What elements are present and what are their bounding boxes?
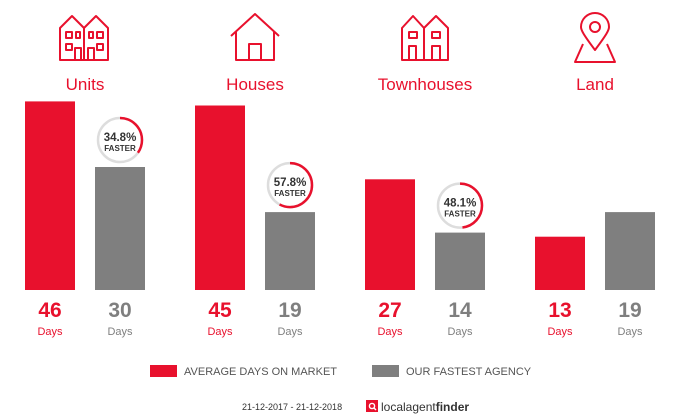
- value-label-land-average: 13: [548, 299, 571, 322]
- faster-badge-houses: 57.8%FASTER: [266, 161, 314, 209]
- bar-houses-fastest: [265, 212, 315, 290]
- bar-houses-average: [195, 105, 245, 290]
- unit-label-houses-average: Days: [207, 326, 233, 338]
- faster-badge-units: 34.8%FASTER: [96, 116, 144, 164]
- category-label-land: Land: [576, 75, 614, 94]
- brand-name: localagentfinder: [381, 400, 469, 414]
- faster-badge-bg-houses: [267, 162, 313, 209]
- brand-name-local: localagent: [381, 400, 436, 414]
- value-label-units-fastest: 30: [108, 299, 131, 322]
- legend: AVERAGE DAYS ON MARKET OUR FASTEST AGENC…: [150, 365, 532, 378]
- category-label-units: Units: [66, 75, 105, 94]
- faster-badge-percent-units: 34.8%: [104, 132, 137, 144]
- faster-badge-word-townhouses: FASTER: [444, 210, 476, 219]
- brand-logo-icon: [366, 400, 378, 412]
- value-label-houses-fastest: 19: [278, 299, 301, 322]
- faster-badge-word-houses: FASTER: [274, 189, 306, 198]
- bars-group: [25, 101, 655, 291]
- unit-label-houses-fastest: Days: [277, 326, 303, 338]
- category-label-townhouses: Townhouses: [378, 75, 473, 94]
- location-pin-icon: [574, 12, 616, 63]
- date-range: 21-12-2017 - 21-12-2018: [242, 402, 342, 412]
- legend-swatch-fastest: [372, 365, 399, 377]
- faster-badge-percent-townhouses: 48.1%: [444, 198, 477, 210]
- brand-logo: localagentfinder: [366, 400, 469, 414]
- value-label-townhouses-fastest: 14: [448, 299, 472, 322]
- faster-badge-bg-units: [97, 117, 143, 163]
- unit-label-land-average: Days: [547, 326, 573, 338]
- value-label-units-average: 46: [38, 299, 61, 322]
- bar-units-average: [25, 101, 75, 291]
- unit-label-townhouses-average: Days: [377, 326, 403, 338]
- faster-badge-arc-houses: [266, 161, 314, 209]
- legend-label-average: AVERAGE DAYS ON MARKET: [184, 366, 337, 378]
- value-label-townhouses-average: 27: [378, 299, 401, 322]
- bar-land-fastest: [605, 212, 655, 290]
- townhouses-icon: [401, 15, 449, 61]
- value-label-houses-average: 45: [208, 299, 232, 322]
- faster-badge-arc-townhouses: [436, 182, 484, 229]
- unit-label-units-fastest: Days: [107, 326, 133, 338]
- faster-badge-percent-houses: 57.8%: [274, 177, 307, 189]
- bar-townhouses-fastest: [435, 232, 485, 290]
- unit-label-land-fastest: Days: [617, 326, 643, 338]
- legend-swatch-average: [150, 365, 177, 377]
- brand-name-finder: finder: [436, 400, 470, 414]
- value-label-land-fastest: 19: [618, 299, 641, 322]
- faster-badge-arc-units: [96, 116, 144, 164]
- bar-townhouses-average: [365, 179, 415, 290]
- units-icon: [59, 15, 109, 61]
- faster-badge-word-units: FASTER: [104, 144, 136, 153]
- category-label-houses: Houses: [226, 75, 284, 94]
- house-icon: [230, 13, 280, 61]
- faster-badge-townhouses: 48.1%FASTER: [436, 182, 484, 229]
- unit-label-units-average: Days: [37, 326, 63, 338]
- faster-badge-bg-townhouses: [437, 182, 483, 229]
- bar-units-fastest: [95, 167, 145, 290]
- value-labels-group: 46 Days 30 Days 45 Days 19 Days 27 Days 14 Days 13 Da…: [37, 299, 643, 338]
- bar-land-average: [535, 236, 585, 290]
- unit-label-townhouses-fastest: Days: [447, 326, 473, 338]
- legend-label-fastest: OUR FASTEST AGENCY: [406, 366, 532, 378]
